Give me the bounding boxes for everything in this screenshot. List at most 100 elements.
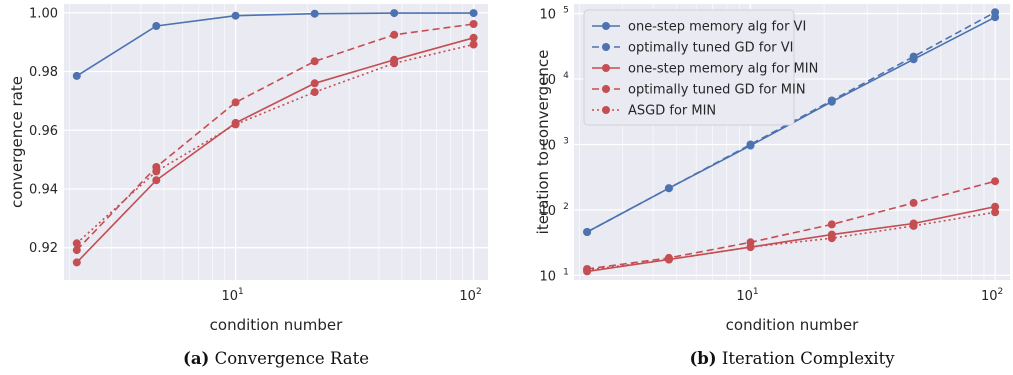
- data-point: [469, 33, 478, 42]
- y-tick-label: 10 5: [539, 6, 568, 23]
- y-tick-label: 10 4: [539, 71, 569, 88]
- data-point: [991, 208, 1000, 217]
- caption-label: (a): [183, 349, 209, 368]
- caption-text: Iteration Complexity: [722, 349, 895, 368]
- legend-label: one-step memory alg for VI: [628, 20, 806, 35]
- data-point: [469, 9, 478, 18]
- data-point: [909, 221, 918, 230]
- data-point: [909, 198, 918, 207]
- data-point: [231, 11, 240, 20]
- data-point: [991, 177, 1000, 186]
- tick-exponent: 5: [563, 6, 569, 16]
- x-tick-label: 102: [981, 287, 1003, 304]
- x-axis-label: condition number: [210, 316, 343, 334]
- tick-exponent: 1: [753, 287, 759, 297]
- data-point: [827, 96, 836, 105]
- y-tick-label: 10 2: [539, 202, 568, 219]
- legend-marker: [602, 43, 610, 51]
- tick-exponent: 2: [998, 287, 1004, 297]
- x-tick-label: 101: [736, 287, 758, 304]
- legend-label: optimally tuned GD for MIN: [628, 83, 806, 98]
- caption: (a) Convergence Rate: [183, 349, 369, 368]
- data-point: [664, 184, 673, 193]
- data-point: [310, 57, 319, 66]
- y-tick-label: 0.92: [29, 241, 58, 256]
- series-line-3: [586, 180, 996, 270]
- legend-marker: [602, 64, 610, 72]
- data-point: [72, 258, 81, 267]
- data-point: [583, 228, 592, 236]
- tick-exponent: 2: [563, 202, 569, 212]
- plot-area: [64, 4, 488, 280]
- y-tick-label: 10 1: [539, 267, 568, 284]
- legend: one-step memory alg for VI optimally tune…: [583, 9, 818, 126]
- y-tick-labels: 10 1 10 2 10 3 10 4 10 5: [539, 6, 569, 285]
- y-tick-labels: 0.92 0.94 0.96 0.98 1.00: [29, 6, 58, 256]
- tick-base: 10: [221, 289, 238, 304]
- data-point: [746, 140, 755, 149]
- tick-exponent: 1: [563, 267, 569, 277]
- data-point: [469, 20, 478, 28]
- data-point: [827, 234, 836, 243]
- legend-label: optimally tuned GD for VI: [628, 41, 794, 56]
- series-line-0: [76, 12, 474, 77]
- tick-base: 10: [539, 8, 556, 23]
- legend-marker: [602, 106, 610, 114]
- data-point: [469, 40, 478, 49]
- x-axis-label: condition number: [726, 316, 859, 334]
- legend-label: ASGD for MIN: [628, 104, 716, 119]
- data-point: [231, 120, 240, 129]
- tick-base: 10: [539, 269, 556, 284]
- y-tick-label: 0.96: [29, 124, 58, 139]
- x-tick-label: 102: [459, 287, 481, 304]
- tick-base: 10: [981, 289, 998, 304]
- series-line-2: [586, 205, 996, 273]
- data-point: [664, 255, 673, 264]
- data-point: [991, 8, 1000, 17]
- caption-label: (b): [689, 349, 716, 368]
- data-point: [583, 266, 592, 275]
- data-point: [72, 71, 81, 80]
- data-point: [390, 9, 399, 18]
- data-point: [310, 9, 319, 18]
- x-tick-labels: 101 102: [736, 287, 1003, 304]
- y-tick-label: 0.98: [29, 65, 58, 80]
- data-point: [310, 79, 319, 88]
- y-tick-label: 0.94: [29, 182, 58, 197]
- tick-exponent: 1: [238, 287, 244, 297]
- data-point: [72, 239, 81, 248]
- legend-label: one-step memory alg for MIN: [628, 62, 818, 77]
- y-tick-label: 1.00: [29, 6, 58, 21]
- tick-base: 10: [539, 204, 556, 219]
- x-tick-label: 101: [221, 287, 243, 304]
- tick-exponent: 2: [476, 287, 482, 297]
- series-line-4: [586, 211, 996, 271]
- legend-marker: [602, 85, 610, 93]
- data-point: [231, 98, 240, 107]
- data-point: [390, 30, 399, 39]
- caption-text: Convergence Rate: [215, 349, 369, 368]
- tick-exponent: 4: [563, 71, 569, 81]
- tick-base: 10: [736, 289, 753, 304]
- data-point: [746, 243, 755, 252]
- legend-marker: [602, 22, 610, 30]
- tick-base: 10: [539, 73, 556, 88]
- series-group: [72, 9, 478, 267]
- y-axis-label: convergence rate: [8, 76, 26, 208]
- y-axis-label: iteration to convergence: [534, 50, 552, 235]
- data-point: [152, 167, 161, 176]
- legend-frame: [583, 9, 795, 126]
- data-point: [152, 176, 161, 185]
- series-line-1: [76, 37, 474, 263]
- data-point: [310, 88, 319, 97]
- y-tick-label: 10 3: [539, 136, 568, 153]
- tick-base: 10: [459, 289, 476, 304]
- data-point: [909, 52, 918, 61]
- x-tick-labels: 101 102: [221, 287, 481, 304]
- data-point: [390, 59, 399, 68]
- data-point: [72, 246, 81, 255]
- data-point: [827, 220, 836, 229]
- data-point: [991, 202, 1000, 211]
